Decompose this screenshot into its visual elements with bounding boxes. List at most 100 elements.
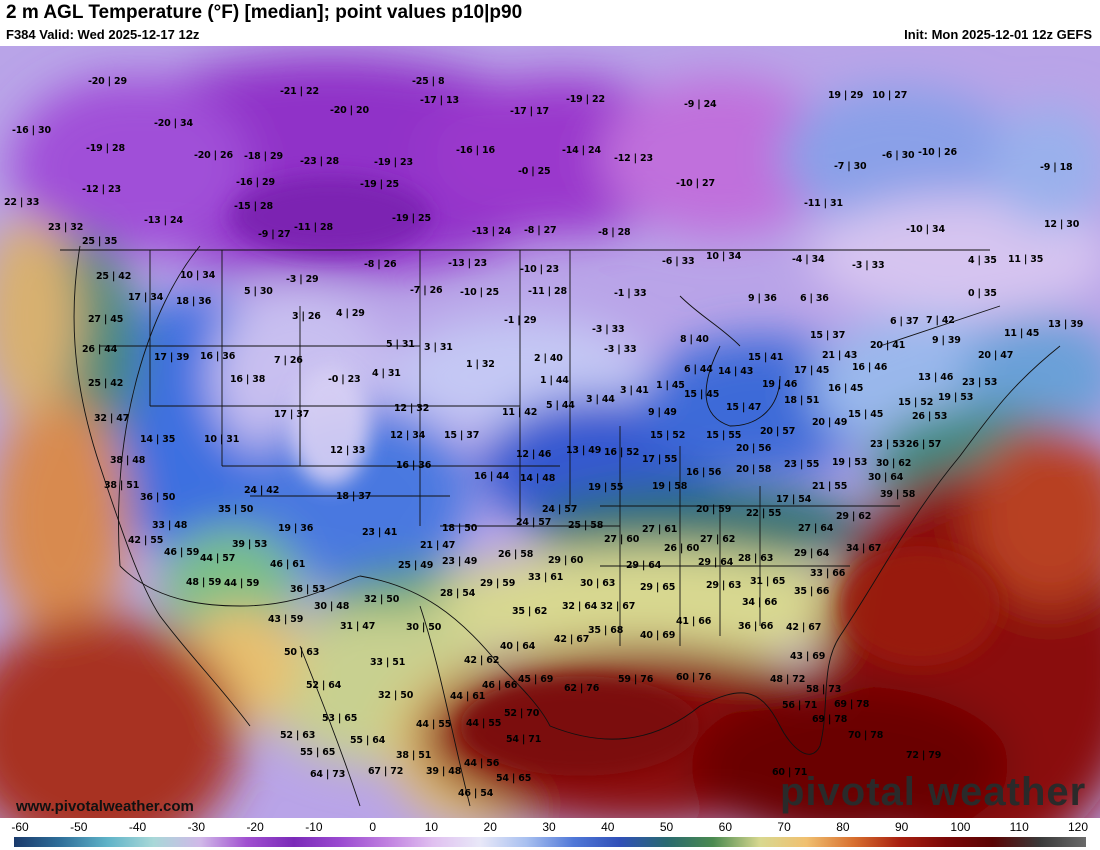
point-value: 54 | 71 <box>506 734 542 745</box>
point-value: 69 | 78 <box>812 714 848 725</box>
point-value: 55 | 65 <box>300 747 336 758</box>
point-value: 39 | 58 <box>880 489 916 500</box>
point-value: 17 | 37 <box>274 409 310 420</box>
point-value: 45 | 69 <box>518 674 554 685</box>
point-value: -19 | 25 <box>360 179 399 190</box>
point-value: 1 | 32 <box>466 359 495 370</box>
point-value: 13 | 46 <box>918 372 954 383</box>
colorbar-tick-label: 40 <box>601 820 615 834</box>
point-value: 4 | 31 <box>372 368 401 379</box>
point-value: 23 | 49 <box>442 556 478 567</box>
point-value: 40 | 69 <box>640 630 676 641</box>
point-value: 20 | 49 <box>812 417 848 428</box>
point-value: -13 | 24 <box>144 215 183 226</box>
point-value: 27 | 45 <box>88 314 124 325</box>
point-value: 11 | 42 <box>502 407 538 418</box>
point-value: 18 | 36 <box>176 296 212 307</box>
point-value: 16 | 36 <box>200 351 236 362</box>
point-value: 33 | 66 <box>810 568 846 579</box>
point-value: 26 | 53 <box>912 411 948 422</box>
point-value: 67 | 72 <box>368 766 404 777</box>
point-value: 12 | 30 <box>1044 219 1080 230</box>
point-value: 32 | 50 <box>364 594 400 605</box>
point-value: 30 | 50 <box>406 622 442 633</box>
point-value: 36 | 50 <box>140 492 176 503</box>
point-value: 60 | 76 <box>676 672 712 683</box>
point-value: -10 | 34 <box>906 224 945 235</box>
point-value: 59 | 76 <box>618 674 654 685</box>
point-value: 9 | 39 <box>932 335 961 346</box>
point-value: 32 | 47 <box>94 413 130 424</box>
point-value: 33 | 61 <box>528 572 564 583</box>
point-value: 25 | 58 <box>568 520 604 531</box>
point-value: 29 | 60 <box>548 555 584 566</box>
point-value: 44 | 59 <box>224 578 260 589</box>
point-value: -3 | 33 <box>592 324 625 335</box>
point-value: 15 | 45 <box>848 409 884 420</box>
point-value: 35 | 68 <box>588 625 624 636</box>
point-value: 11 | 45 <box>1004 328 1040 339</box>
point-value: -0 | 23 <box>328 374 361 385</box>
colorbar-tick-label: 10 <box>424 820 439 834</box>
point-value: -8 | 27 <box>524 225 557 236</box>
temperature-field <box>0 46 1100 818</box>
valid-time: F384 Valid: Wed 2025-12-17 12z <box>6 27 200 42</box>
point-value: -6 | 33 <box>662 256 695 267</box>
point-value: 6 | 44 <box>684 364 713 375</box>
point-value: -9 | 27 <box>258 229 291 240</box>
point-value: 39 | 53 <box>232 539 268 550</box>
colorbar-tick-label: 70 <box>777 820 791 834</box>
point-value: 32 | 67 <box>600 601 636 612</box>
point-value: 11 | 35 <box>1008 254 1044 265</box>
point-value: -12 | 23 <box>614 153 653 164</box>
colorbar-tick-label: -40 <box>128 820 147 834</box>
temperature-map[interactable]: -20 | 29 -21 | 22 -25 | 8 -17 | 13 -19 | 22 -… <box>0 46 1100 818</box>
point-value: 60 | 71 <box>772 767 808 778</box>
point-value: 26 | 44 <box>82 344 118 355</box>
point-value: 29 | 65 <box>640 582 676 593</box>
point-value: 26 | 57 <box>906 439 942 450</box>
point-value: 38 | 51 <box>396 750 432 761</box>
point-value: 25 | 35 <box>82 236 118 247</box>
point-value: 19 | 53 <box>938 392 974 403</box>
point-value: 21 | 43 <box>822 350 858 361</box>
point-value: 29 | 59 <box>480 578 516 589</box>
point-value: 29 | 63 <box>706 580 742 591</box>
point-value: 27 | 64 <box>798 523 834 534</box>
point-value: 52 | 70 <box>504 708 540 719</box>
point-value: -19 | 25 <box>392 213 431 224</box>
point-value: 15 | 45 <box>684 389 720 400</box>
point-value: -10 | 25 <box>460 287 499 298</box>
point-value: 33 | 51 <box>370 657 406 668</box>
point-value: 20 | 41 <box>870 340 906 351</box>
point-value: 14 | 35 <box>140 434 176 445</box>
point-value: 16 | 36 <box>396 460 432 471</box>
colorbar: -60 -50 -40 -30 -20 -10 0 10 20 30 40 50 60 70 80 90 100… <box>0 818 1100 850</box>
point-value: -23 | 28 <box>300 156 339 167</box>
point-value: -14 | 24 <box>562 145 601 156</box>
colorbar-tick-label: 90 <box>894 820 909 834</box>
point-value: 35 | 66 <box>794 586 830 597</box>
point-value: 17 | 34 <box>128 292 164 303</box>
point-value: 12 | 46 <box>516 449 552 460</box>
point-value: 19 | 58 <box>652 481 688 492</box>
point-value: 16 | 46 <box>852 362 888 373</box>
colorbar-tick-label: 120 <box>1067 820 1089 834</box>
point-value: 14 | 43 <box>718 366 754 377</box>
point-value: 16 | 52 <box>604 447 640 458</box>
point-value: 19 | 46 <box>762 379 798 390</box>
point-value: 28 | 63 <box>738 553 774 564</box>
point-value: 3 | 31 <box>424 342 453 353</box>
point-value: 46 | 54 <box>458 788 494 799</box>
point-value: 15 | 55 <box>706 430 742 441</box>
point-value: -12 | 23 <box>82 184 121 195</box>
point-value: 5 | 44 <box>546 400 575 411</box>
colorbar-tick-label: -10 <box>305 820 323 834</box>
map-title: 2 m AGL Temperature (°F) [median]; point… <box>6 2 523 23</box>
point-value: 17 | 39 <box>154 352 190 363</box>
point-value: 52 | 63 <box>280 730 316 741</box>
point-value: 18 | 37 <box>336 491 372 502</box>
point-value: -9 | 24 <box>684 99 717 110</box>
point-value: -19 | 28 <box>86 143 125 154</box>
point-value: -3 | 33 <box>604 344 637 355</box>
